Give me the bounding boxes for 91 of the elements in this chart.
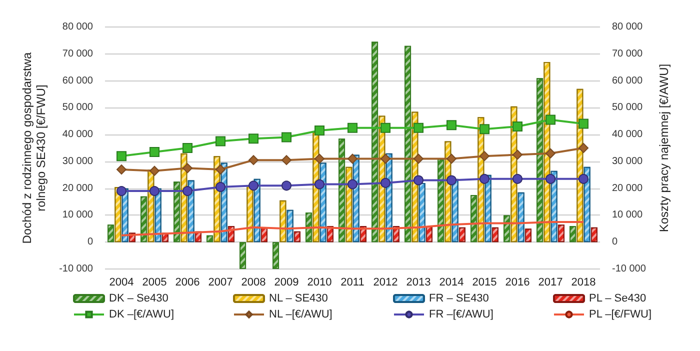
y2-tick-label: 70 000 — [612, 48, 644, 60]
point — [282, 132, 292, 142]
y2-tick-label: 40 000 — [612, 129, 644, 140]
y-tick-label: 0 — [87, 236, 94, 248]
y-tick-label: -10 000 — [59, 264, 94, 274]
legend-label: DK –[€/AWU] — [109, 308, 174, 320]
point — [380, 154, 390, 164]
y2-tick-label: 50 000 — [612, 102, 644, 114]
x-tick-label: 2010 — [307, 276, 332, 288]
point — [414, 154, 424, 164]
point — [216, 136, 226, 146]
point — [314, 154, 324, 164]
point — [282, 180, 292, 191]
point — [480, 174, 490, 184]
y-tick-label: 10 000 — [62, 210, 94, 221]
point — [414, 122, 424, 133]
y-tick-label: 30 000 — [62, 156, 94, 167]
point — [546, 174, 556, 184]
point — [578, 118, 588, 129]
point — [446, 175, 456, 186]
point — [248, 180, 258, 191]
point — [248, 134, 258, 144]
line-series — [120, 220, 584, 236]
y2-tick-label: 60 000 — [612, 75, 644, 86]
x-tick-label: 2011 — [340, 276, 364, 288]
y2-tick-label: -10 000 — [612, 264, 646, 274]
point — [182, 143, 192, 153]
point — [480, 124, 490, 134]
x-tick-label: 2006 — [175, 276, 200, 288]
legend-label: DK – Se430 — [109, 292, 168, 304]
point — [248, 155, 258, 166]
y2-tick-label: 20 000 — [612, 182, 644, 194]
x-tick-label: 2008 — [241, 276, 266, 288]
point — [116, 186, 126, 196]
x-tick-label: 2007 — [208, 276, 233, 288]
legend-label: FR – SE430 — [429, 292, 489, 304]
legend-label: NL – SE430 — [269, 292, 328, 304]
legend-label: PL – Se430 — [589, 292, 646, 304]
point — [314, 126, 324, 136]
point — [578, 143, 588, 153]
x-tick-label: 2005 — [142, 276, 167, 288]
point — [512, 121, 522, 132]
y-axis-title: Dochód z rodzinnego gospodarstwa rolnego SE430 [€/FWU] — [20, 52, 48, 244]
point — [116, 164, 126, 175]
y-tick-label: 80 000 — [62, 22, 94, 32]
x-tick-label: 2004 — [109, 276, 134, 288]
x-tick-label: 2017 — [538, 276, 563, 288]
point — [446, 120, 456, 130]
point — [480, 151, 490, 162]
x-tick-label: 2009 — [274, 276, 299, 288]
point — [216, 182, 226, 192]
point — [182, 186, 192, 196]
point — [380, 122, 390, 133]
point — [414, 175, 424, 186]
point — [182, 163, 192, 174]
point — [546, 148, 556, 158]
y-tick-label: 70 000 — [62, 48, 94, 60]
y-tick-label: 50 000 — [62, 102, 94, 114]
x-tick-label: 2013 — [406, 276, 431, 288]
y2-tick-label: 30 000 — [612, 156, 644, 167]
point — [282, 155, 292, 166]
y-tick-label: 60 000 — [62, 75, 94, 86]
point — [150, 147, 160, 158]
point — [546, 114, 556, 125]
point — [512, 150, 522, 160]
x-tick-label: 2015 — [472, 276, 497, 288]
point — [348, 122, 358, 133]
point — [348, 154, 358, 164]
point — [150, 166, 160, 176]
legend-label: FR –[€/AWU] — [429, 308, 494, 320]
point — [150, 186, 160, 196]
point — [512, 174, 522, 184]
legend-label: PL –[€/FWU] — [589, 308, 652, 320]
y2-tick-label: 0 — [612, 236, 618, 248]
point — [216, 164, 226, 175]
point — [578, 174, 588, 184]
x-tick-label: 2012 — [373, 276, 398, 288]
y2-axis-title: Koszty pracy najemnej [€/AWU] — [656, 64, 671, 232]
point — [348, 179, 358, 190]
x-tick-label: 2014 — [439, 276, 464, 288]
point — [314, 179, 324, 190]
y2-tick-label: 10 000 — [612, 210, 644, 221]
point — [116, 151, 126, 162]
x-tick-label: 2018 — [571, 276, 596, 288]
point — [380, 178, 390, 188]
point — [446, 154, 456, 164]
x-tick-label: 2016 — [505, 276, 530, 288]
y-tick-label: 20 000 — [62, 182, 94, 194]
y-tick-label: 40 000 — [62, 129, 94, 140]
legend-label: NL –[€/AWU] — [269, 308, 332, 320]
y2-tick-label: 80 000 — [612, 22, 644, 32]
